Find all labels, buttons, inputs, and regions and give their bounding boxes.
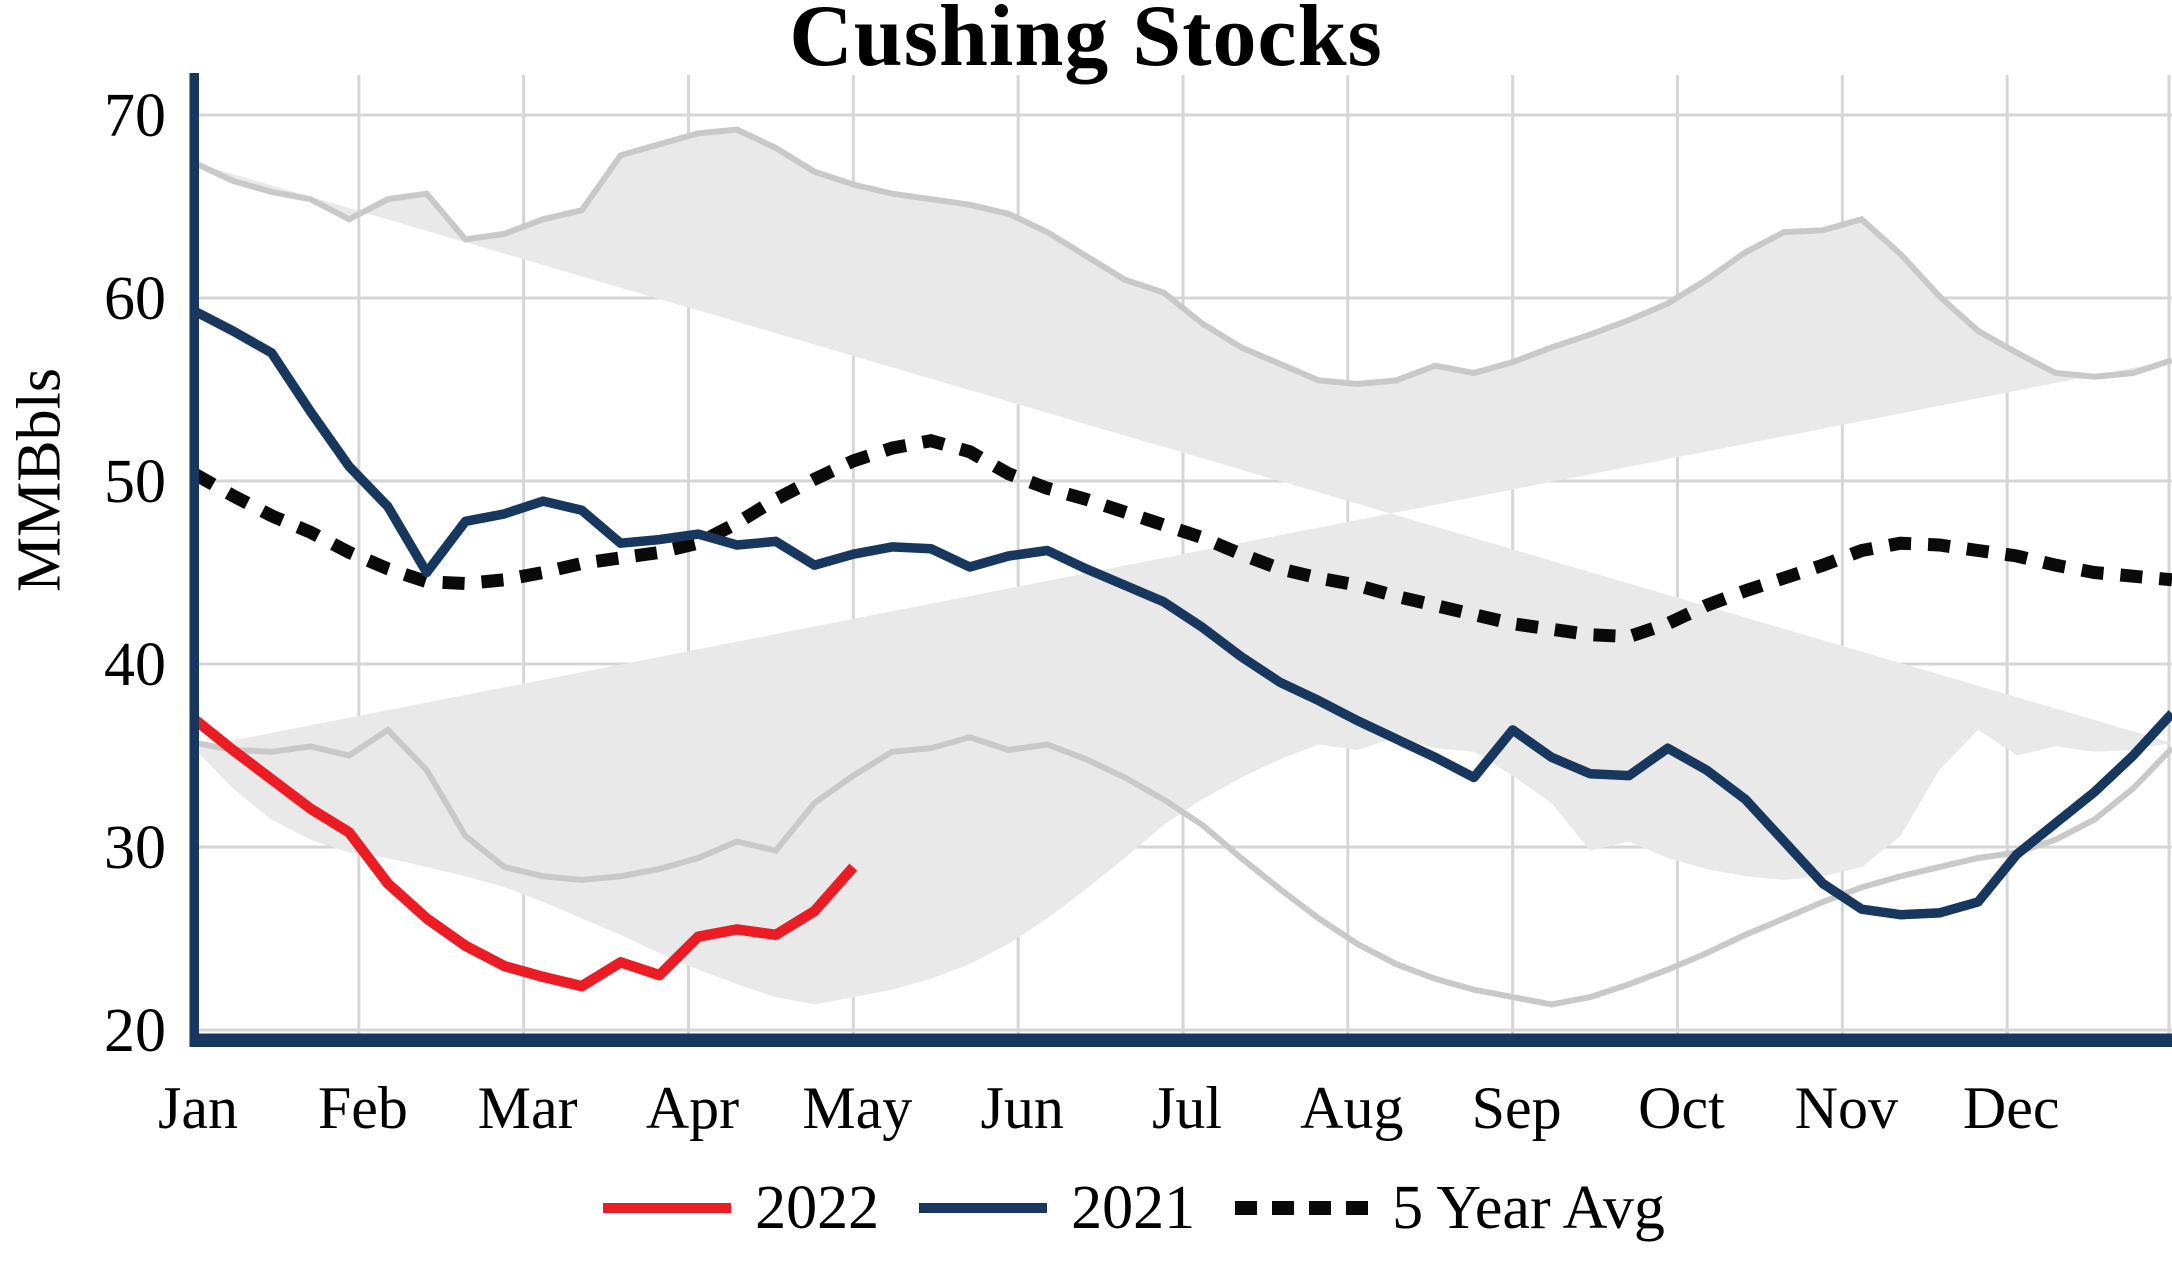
- series-2021-line: [191, 306, 2172, 920]
- legend-swatch-5yr-avg-dotted-line: [1235, 1201, 1369, 1215]
- x-tick-label-jan: Jan: [158, 1075, 238, 1141]
- five-year-range-max-line: [192, 126, 2172, 388]
- legend-item-2021: 2021: [919, 1173, 1195, 1244]
- x-tick-label-sep: Sep: [1472, 1075, 1562, 1141]
- legend-item-5yr-avg: 5 Year Avg: [1235, 1173, 1665, 1244]
- legend-label-2022: 2022: [755, 1173, 880, 1242]
- x-axis-spine: [189, 1033, 2172, 1047]
- legend-item-2022: 2022: [603, 1173, 879, 1244]
- x-tick-label-apr: Apr: [646, 1075, 739, 1141]
- y-tick-label-50: 50: [104, 448, 166, 516]
- x-tick-label-aug: Aug: [1300, 1075, 1403, 1141]
- x-tick-label-nov: Nov: [1795, 1075, 1898, 1141]
- x-tick-label-feb: Feb: [318, 1075, 408, 1141]
- legend-label-5yr-avg: 5 Year Avg: [1392, 1173, 1665, 1242]
- y-tick-label-40: 40: [104, 631, 166, 699]
- x-tick-label-mar: Mar: [478, 1075, 578, 1141]
- x-tick-label-jun: Jun: [980, 1075, 1063, 1141]
- x-tick-labels: Jan Feb Mar Apr May Jun Jul Aug Sep Oct Nov Dec: [158, 1075, 2059, 1141]
- legend-swatch-2022-line: [603, 1203, 732, 1213]
- series-2022-line: [190, 714, 858, 992]
- y-axis-spine: [189, 73, 199, 1047]
- x-tick-label-dec: Dec: [1963, 1075, 2060, 1141]
- y-tick-labels: 70 60 50 40 30 20: [104, 82, 166, 1065]
- legend-label-2021: 2021: [1071, 1173, 1196, 1242]
- y-tick-label-60: 60: [104, 265, 166, 333]
- legend-swatch-2021-line: [919, 1203, 1048, 1213]
- y-tick-label-70: 70: [104, 82, 166, 150]
- y-tick-label-20: 20: [104, 997, 166, 1065]
- chart-title: Cushing Stocks: [789, 0, 1383, 85]
- x-tick-label-jul: Jul: [1152, 1075, 1222, 1141]
- legend: 2022 2021 5 Year Avg: [48, 1158, 2172, 1258]
- y-tick-label-30: 30: [104, 814, 166, 882]
- x-tick-label-oct: Oct: [1638, 1075, 1725, 1141]
- five-year-range-band: [194, 129, 2172, 1005]
- x-tick-label-may: May: [802, 1075, 912, 1141]
- five-year-avg-line: [190, 434, 2172, 644]
